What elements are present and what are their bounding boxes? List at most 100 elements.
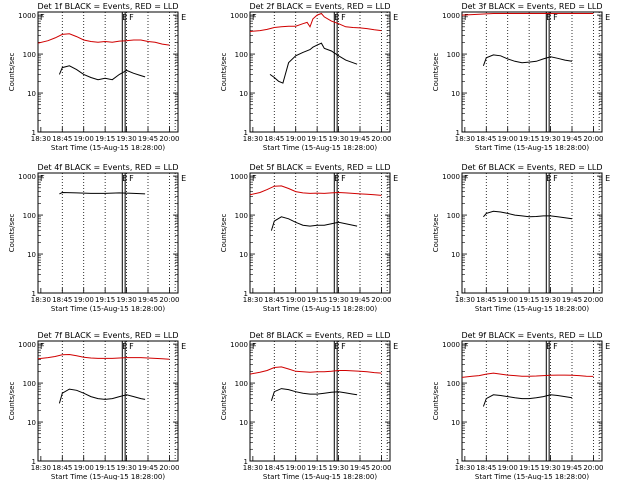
y-tick-label: 10: [451, 90, 460, 98]
lld-series-line: [38, 33, 170, 46]
x-tick-label: 18:45: [264, 464, 284, 472]
y-tick-label: 1000: [230, 12, 248, 20]
events-series-line: [58, 65, 146, 81]
events-series-line: [59, 191, 146, 195]
marker-label: F: [341, 13, 346, 22]
y-tick-label: 1000: [442, 12, 460, 20]
x-tick-label: 18:45: [52, 296, 72, 304]
marker-label: F: [252, 342, 257, 351]
y-tick-label: 1000: [230, 173, 248, 181]
x-tick-label: 18:30: [243, 464, 263, 472]
y-tick-label: 10: [239, 90, 248, 98]
detector-chart-2: Det 2f BLACK = Events, RED = LLDFEFE1101…: [220, 2, 398, 152]
chart-title: Det 5f BLACK = Events, RED = LLD: [249, 163, 390, 172]
x-tick-label: 19:15: [95, 296, 115, 304]
x-tick-label: 19:30: [116, 464, 136, 472]
y-axis-label: Counts/sec: [8, 53, 16, 92]
x-tick-label: 18:45: [476, 135, 496, 143]
x-tick-label: 19:45: [350, 464, 370, 472]
detector-chart-3: Det 3f BLACK = Events, RED = LLDFEFE1101…: [432, 2, 610, 152]
x-axis-label: Start Time (15-Aug-15 18:28:00): [51, 144, 165, 152]
y-tick-label: 1000: [18, 341, 36, 349]
y-tick-label: 1: [244, 458, 248, 466]
x-axis-label: Start Time (15-Aug-15 18:28:00): [475, 144, 589, 152]
y-tick-label: 10: [27, 90, 36, 98]
marker-label: E: [393, 342, 398, 351]
x-axis-label: Start Time (15-Aug-15 18:28:00): [51, 305, 165, 313]
x-tick-label: 19:30: [116, 135, 136, 143]
y-axis-label: Counts/sec: [220, 214, 228, 253]
lld-series-line: [250, 12, 382, 32]
x-tick-label: 19:30: [540, 296, 560, 304]
events-series-line: [270, 216, 358, 231]
y-tick-label: 10: [239, 419, 248, 427]
events-series-line: [270, 388, 358, 401]
events-series-line: [482, 394, 573, 407]
x-tick-label: 18:30: [31, 135, 51, 143]
y-tick-label: 1: [244, 290, 248, 298]
marker-label: E: [393, 174, 398, 183]
y-tick-label: 1: [32, 129, 36, 137]
x-tick-label: 19:30: [116, 296, 136, 304]
plot-frame: [37, 340, 179, 462]
plot-frame: [461, 172, 603, 294]
x-tick-label: 19:15: [519, 135, 539, 143]
chart-title: Det 7f BLACK = Events, RED = LLD: [37, 331, 178, 340]
y-tick-label: 1000: [442, 341, 460, 349]
x-tick-label: 20:00: [159, 464, 179, 472]
x-tick-label: 19:15: [307, 296, 327, 304]
x-tick-label: 19:15: [95, 464, 115, 472]
x-tick-label: 19:45: [138, 464, 158, 472]
y-tick-label: 1000: [442, 173, 460, 181]
x-tick-label: 18:30: [243, 135, 263, 143]
plot-frame: [249, 11, 391, 133]
y-tick-label: 10: [27, 251, 36, 259]
plot-frame: [249, 340, 391, 462]
y-tick-label: 100: [447, 51, 460, 59]
x-tick-label: 20:00: [583, 464, 603, 472]
x-tick-label: 19:45: [562, 135, 582, 143]
events-series-line: [483, 210, 573, 220]
y-tick-label: 1000: [230, 341, 248, 349]
x-tick-label: 19:45: [562, 464, 582, 472]
x-tick-label: 19:15: [519, 296, 539, 304]
detector-chart-4: Det 4f BLACK = Events, RED = LLDFEFE1101…: [8, 163, 186, 313]
marker-label: E: [393, 13, 398, 22]
x-tick-label: 18:30: [455, 135, 475, 143]
x-axis-label: Start Time (15-Aug-15 18:28:00): [475, 305, 589, 313]
chart-title: Det 4f BLACK = Events, RED = LLD: [37, 163, 178, 172]
x-tick-label: 20:00: [583, 296, 603, 304]
x-tick-label: 19:30: [328, 464, 348, 472]
plot-frame: [37, 172, 179, 294]
chart-title: Det 3f BLACK = Events, RED = LLD: [461, 2, 602, 11]
x-axis-label: Start Time (15-Aug-15 18:28:00): [263, 144, 377, 152]
marker-label: E: [181, 13, 186, 22]
y-tick-label: 100: [23, 51, 36, 59]
y-tick-label: 1: [456, 290, 460, 298]
x-tick-label: 19:15: [307, 464, 327, 472]
y-tick-label: 100: [235, 51, 248, 59]
chart-title: Det 1f BLACK = Events, RED = LLD: [37, 2, 178, 11]
y-tick-label: 100: [235, 212, 248, 220]
lld-series-line: [38, 353, 170, 360]
x-tick-label: 20:00: [159, 296, 179, 304]
detector-chart-1: Det 1f BLACK = Events, RED = LLDFEFE1101…: [8, 2, 186, 152]
marker-label: F: [341, 342, 346, 351]
y-tick-label: 100: [23, 380, 36, 388]
x-tick-label: 18:30: [31, 296, 51, 304]
chart-title: Det 8f BLACK = Events, RED = LLD: [249, 331, 390, 340]
marker-label: E: [605, 13, 610, 22]
x-tick-label: 20:00: [159, 135, 179, 143]
x-tick-label: 18:45: [264, 296, 284, 304]
y-tick-label: 1: [456, 458, 460, 466]
x-tick-label: 19:00: [74, 296, 94, 304]
x-tick-label: 19:45: [138, 135, 158, 143]
marker-label: E: [181, 174, 186, 183]
x-tick-label: 20:00: [371, 135, 391, 143]
y-tick-label: 1: [32, 458, 36, 466]
y-tick-label: 10: [239, 251, 248, 259]
x-tick-label: 19:00: [286, 135, 306, 143]
plot-frame: [37, 11, 179, 133]
y-axis-label: Counts/sec: [432, 214, 440, 253]
x-tick-label: 18:45: [52, 135, 72, 143]
